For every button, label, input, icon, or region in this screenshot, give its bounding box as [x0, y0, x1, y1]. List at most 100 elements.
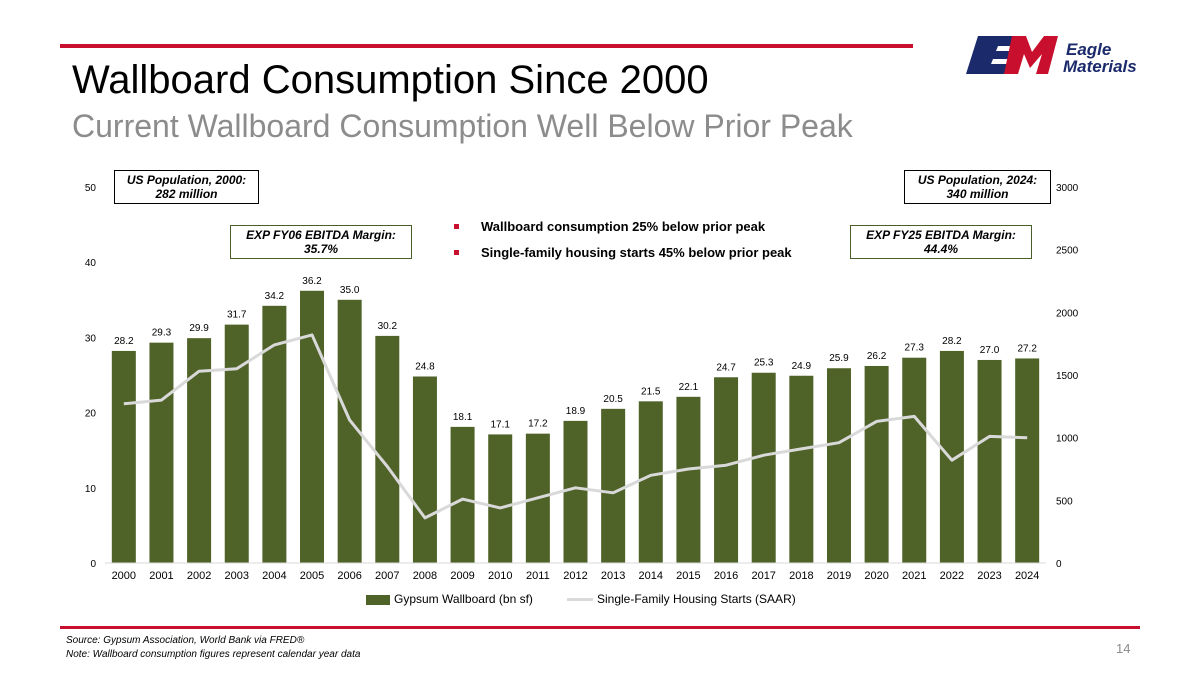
bar-2012: [563, 420, 588, 563]
x-tick-label: 2000: [112, 570, 136, 582]
bar-value-label: 27.3: [905, 343, 925, 354]
x-tick-label: 2014: [639, 570, 663, 582]
bar-value-label: 35.0: [340, 285, 360, 296]
x-tick-label: 2013: [601, 570, 625, 582]
bar-2015: [676, 396, 701, 563]
x-tick-label: 2003: [224, 570, 248, 582]
x-tick-label: 2018: [789, 570, 813, 582]
x-tick-label: 2019: [827, 570, 851, 582]
bar-value-label: 34.2: [265, 291, 285, 302]
x-tick-label: 2009: [450, 570, 474, 582]
y-right-tick-label: 0: [1056, 559, 1062, 570]
key-point-text: Single-family housing starts 45% below p…: [481, 245, 792, 260]
y-right-tick-label: 3000: [1056, 183, 1079, 194]
chart-legend: Gypsum Wallboard (bn sf): [366, 592, 533, 606]
x-tick-label: 2006: [337, 570, 361, 582]
bar-value-label: 29.3: [152, 328, 172, 339]
x-tick-label: 2024: [1015, 570, 1039, 582]
bar-2014: [638, 401, 663, 563]
y-right-tick-label: 500: [1056, 496, 1073, 507]
x-tick-label: 2001: [149, 570, 173, 582]
callout-population-2000-line2: 282 million: [155, 187, 218, 201]
callout-population-2024-line1: US Population, 2024:: [917, 173, 1038, 187]
x-tick-label: 2002: [187, 570, 211, 582]
page-number: 14: [1116, 641, 1131, 656]
bar-value-label: 18.1: [453, 412, 473, 423]
eagle-materials-logo: Eagle Materials: [966, 36, 1137, 76]
bar-2019: [826, 368, 851, 563]
bar-value-label: 27.0: [980, 345, 1000, 356]
bar-2009: [450, 426, 475, 563]
bar-2021: [902, 357, 927, 563]
x-tick-label: 2004: [262, 570, 286, 582]
bottom-accent-line: [60, 626, 1140, 629]
callout-ebitda-fy25-line1: EXP FY25 EBITDA Margin:: [866, 228, 1016, 242]
housing-starts-line: [123, 333, 1028, 520]
legend-bar-label: Gypsum Wallboard (bn sf): [394, 592, 533, 606]
x-tick-label: 2023: [977, 570, 1001, 582]
bar-2005: [300, 290, 325, 563]
legend-line-label: Single-Family Housing Starts (SAAR): [597, 592, 796, 606]
logo-word-eagle: Eagle: [1066, 40, 1111, 59]
bar-value-label: 24.8: [415, 362, 435, 373]
y-right-tick-label: 1500: [1056, 371, 1079, 382]
x-tick-label: 2020: [864, 570, 888, 582]
bar-value-label: 29.9: [189, 323, 209, 334]
bar-2003: [224, 324, 249, 563]
bar-value-label: 36.2: [302, 276, 322, 287]
bar-value-label: 25.9: [829, 353, 849, 364]
y-left-tick-label: 30: [85, 333, 97, 344]
x-tick-label: 2016: [714, 570, 738, 582]
bar-value-label: 22.1: [679, 382, 699, 393]
y-left-tick-label: 10: [85, 484, 97, 495]
x-tick-label: 2015: [676, 570, 700, 582]
callout-population-2024: US Population, 2024: 340 million: [904, 170, 1051, 204]
x-tick-label: 2008: [413, 570, 437, 582]
bar-2017: [751, 372, 776, 563]
bar-value-label: 18.9: [566, 406, 586, 417]
y-left-tick-label: 40: [85, 258, 97, 269]
bar-2013: [601, 408, 626, 563]
bar-value-label: 21.5: [641, 386, 661, 397]
bar-2000: [111, 350, 136, 563]
logo-m-mark: [1004, 36, 1058, 74]
bar-2023: [977, 359, 1002, 563]
y-right-tick-label: 2000: [1056, 308, 1079, 319]
chart-legend-line: Single-Family Housing Starts (SAAR): [567, 592, 796, 606]
y-left-tick-label: 20: [85, 409, 97, 420]
page-title: Wallboard Consumption Since 2000: [72, 58, 709, 102]
top-accent-line: [60, 44, 913, 48]
y-left-tick-label: 0: [90, 559, 96, 570]
x-tick-label: 2017: [751, 570, 775, 582]
bar-value-label: 17.1: [490, 419, 510, 430]
x-tick-label: 2007: [375, 570, 399, 582]
bar-value-label: 30.2: [378, 321, 398, 332]
y-right-tick-label: 2500: [1056, 246, 1079, 257]
source-note: Source: Gypsum Association, World Bank v…: [66, 635, 305, 646]
bar-2018: [789, 375, 814, 563]
x-tick-label: 2021: [902, 570, 926, 582]
bar-2020: [864, 365, 889, 563]
bar-value-label: 27.2: [1017, 343, 1037, 354]
bar-value-label: 28.2: [114, 336, 134, 347]
page-subtitle: Current Wallboard Consumption Well Below…: [72, 108, 853, 144]
logo-word-materials: Materials: [1063, 57, 1137, 76]
x-tick-label: 2011: [526, 570, 550, 582]
bar-value-label: 26.2: [867, 351, 887, 362]
callout-population-2000-line1: US Population, 2000:: [126, 173, 247, 187]
callout-ebitda-fy06: EXP FY06 EBITDA Margin: 35.7%: [230, 225, 412, 259]
callout-ebitda-fy25-line2: 44.4%: [923, 242, 959, 256]
callout-population-2024-line2: 340 million: [946, 187, 1009, 201]
bar-2022: [939, 350, 964, 563]
legend-bar-swatch: [366, 594, 390, 605]
bar-value-label: 28.2: [942, 336, 962, 347]
callout-population-2000: US Population, 2000: 282 million: [114, 170, 259, 204]
bar-2016: [714, 377, 739, 563]
key-points-list: Wallboard consumption 25% below prior pe…: [454, 218, 792, 270]
key-point: Single-family housing starts 45% below p…: [454, 244, 792, 270]
data-note: Note: Wallboard consumption figures repr…: [66, 649, 361, 660]
bar-value-label: 31.7: [227, 310, 247, 321]
callout-ebitda-fy25: EXP FY25 EBITDA Margin: 44.4%: [850, 225, 1032, 259]
y-left-tick-label: 50: [85, 183, 97, 194]
